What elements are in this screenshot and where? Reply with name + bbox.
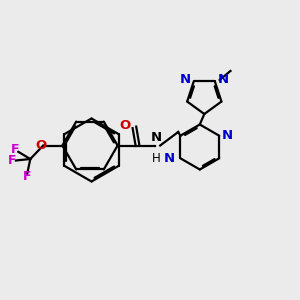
Text: N: N [164,152,175,165]
Text: N: N [180,74,191,86]
Text: F: F [23,170,32,183]
Text: O: O [119,119,130,132]
Text: F: F [8,154,16,167]
Text: N: N [151,131,162,144]
Text: H: H [152,152,161,165]
Text: F: F [11,143,19,156]
Text: N: N [222,129,233,142]
Text: N: N [217,74,228,86]
Text: O: O [35,139,46,152]
